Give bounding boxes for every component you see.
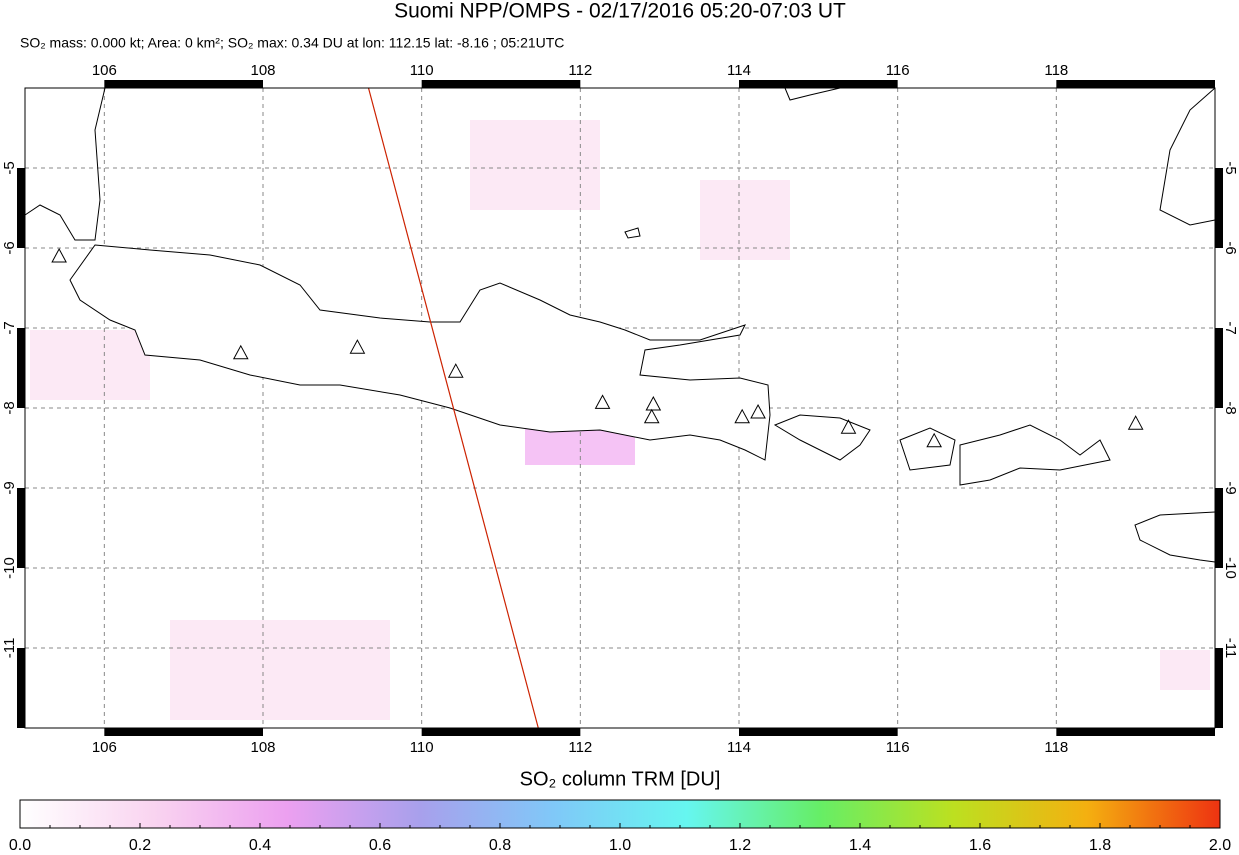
y-tick-bar <box>1215 168 1223 248</box>
y-tick-bar <box>17 168 25 248</box>
island <box>624 227 641 239</box>
y-tick-label: -7 <box>1 321 18 334</box>
volcano <box>51 247 67 263</box>
colorbar-tick-label: 1.8 <box>1089 837 1111 854</box>
volcano <box>926 432 942 448</box>
x-tick-label: 108 <box>250 739 275 756</box>
volcano <box>645 395 662 411</box>
borneo <box>784 87 841 101</box>
volcano <box>594 394 611 409</box>
y-tick-label: -9 <box>1 481 18 494</box>
x-tick-label: 112 <box>568 739 592 756</box>
volcano <box>349 339 366 354</box>
x-tick-label: 106 <box>92 739 117 756</box>
y-tick-label: -6 <box>1222 241 1239 254</box>
y-tick-bar <box>1215 328 1223 408</box>
colorbar-label: SO₂ column TRM [DU] <box>520 768 721 790</box>
coastlines <box>24 87 1216 563</box>
x-tick-label: 118 <box>1044 739 1068 756</box>
y-tick-label: -8 <box>1222 401 1239 414</box>
sumbawa <box>959 424 1111 486</box>
volcano <box>1127 415 1144 430</box>
colorbar-tick-label: 1.0 <box>609 837 631 854</box>
x-tick-label: 110 <box>410 739 434 756</box>
so2-pixels <box>30 120 1210 720</box>
x-tick-bar <box>104 80 263 88</box>
y-tick-bar <box>1215 648 1223 728</box>
chart-subtitle: SO₂ mass: 0.000 kt; Area: 0 km²; SO₂ max… <box>20 35 564 51</box>
y-tick-label: -7 <box>1222 321 1239 334</box>
x-tick-bar <box>421 728 581 736</box>
chart-title: Suomi NPP/OMPS - 02/17/2016 05:20-07:03 … <box>394 0 846 23</box>
x-tick-label: 114 <box>727 62 751 79</box>
colorbar: SO₂ column TRM [DU] 0.0 0.2 0.4 0.6 0.8 1.0 1.2… <box>9 768 1231 854</box>
y-tick-label: -9 <box>1222 481 1239 494</box>
colorbar-tick-label: 0.6 <box>369 837 391 854</box>
x-tick-label: 116 <box>886 62 910 79</box>
y-tick-label: -5 <box>1222 161 1239 174</box>
x-tick-bar <box>739 80 898 88</box>
volcano <box>750 403 766 419</box>
lombok <box>899 427 956 471</box>
y-tick-label: -5 <box>1 161 18 174</box>
x-tick-label: 108 <box>250 62 275 79</box>
marks <box>51 87 1144 729</box>
volcano <box>840 419 857 434</box>
colorbar-tick-label: 1.4 <box>849 837 871 854</box>
colorbar-tick-label: 0.4 <box>249 837 271 854</box>
x-tick-label: 112 <box>568 62 592 79</box>
y-tick-bar <box>1215 488 1223 568</box>
sulawesi <box>1159 87 1216 226</box>
x-tick-bar <box>421 80 581 88</box>
volcano <box>447 363 464 378</box>
colorbar-tick-label: 2.0 <box>1209 837 1231 854</box>
colorbar-tick-label: 0.8 <box>489 837 511 854</box>
colorbar-tick-label: 0.2 <box>129 837 151 854</box>
bali <box>773 414 871 461</box>
y-tick-bar <box>17 328 25 408</box>
y-tick-bar <box>17 648 25 728</box>
x-tick-label: 110 <box>410 62 434 79</box>
y-tick-label: -10 <box>1 557 18 579</box>
sumatra <box>24 87 106 241</box>
java <box>69 244 771 461</box>
colorbar-tick-label: 1.6 <box>969 837 991 854</box>
frame-ticks: 106 106 108 108 110 110 112 112 114 114 116 116 118 1… <box>1 62 1239 756</box>
y-tick-label: -6 <box>1 241 18 254</box>
x-tick-label: 106 <box>92 62 117 79</box>
x-tick-bar <box>739 728 898 736</box>
x-tick-bar <box>1056 80 1215 88</box>
x-tick-bar <box>104 728 263 736</box>
orbit-track <box>367 87 539 729</box>
y-tick-label: -11 <box>1 638 18 659</box>
colorbar-tick-label: 1.2 <box>729 837 751 854</box>
sumba <box>1134 511 1216 563</box>
y-tick-bar <box>17 488 25 568</box>
colorbar-tick-label: 0.0 <box>9 837 31 854</box>
y-tick-label: -10 <box>1222 557 1239 579</box>
y-tick-label: -8 <box>1 401 18 414</box>
y-tick-label: -11 <box>1222 638 1239 659</box>
x-tick-label: 114 <box>727 739 751 756</box>
x-tick-label: 118 <box>1044 62 1068 79</box>
x-tick-bar <box>1056 728 1215 736</box>
volcano <box>232 344 249 360</box>
x-tick-label: 116 <box>886 739 910 756</box>
volcano <box>734 408 751 424</box>
volcano <box>643 408 660 424</box>
